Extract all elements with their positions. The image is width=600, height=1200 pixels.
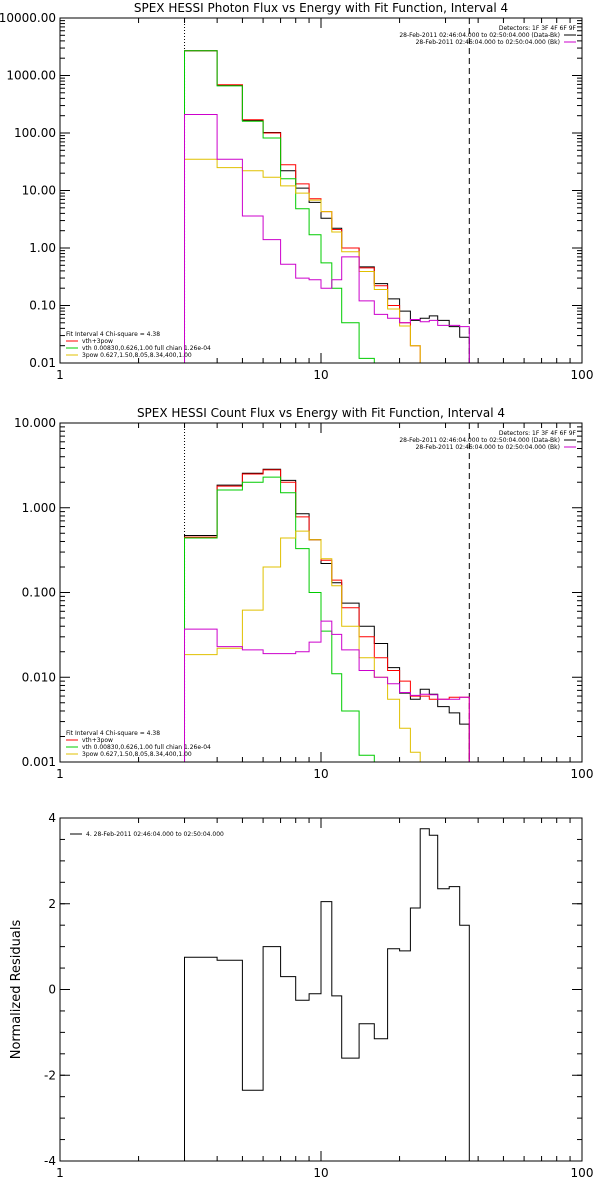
x-tick-label: 1 [56, 1166, 64, 1180]
y-tick-label: -4 [44, 1154, 56, 1168]
y-tick-label: 0.10 [29, 299, 56, 313]
y-tick-label: 0 [48, 983, 56, 997]
legend-tr-entry: 28-Feb-2011 02:46:04.000 to 02:50:04.000… [399, 32, 560, 39]
legend-tr-entry: 28-Feb-2011 02:46:04.000 to 02:50:04.000… [416, 444, 560, 451]
y-tick-label: 1.00 [29, 241, 56, 255]
series-2-histogram [184, 476, 375, 762]
x-tick-label: 10 [313, 368, 328, 382]
y-tick-label: 10.00 [22, 184, 56, 198]
y-tick-label: 4 [48, 811, 56, 825]
y-tick-label: 0.001 [22, 755, 56, 769]
x-tick-label: 1 [56, 767, 64, 781]
legend-bl-entry: 3pow 0.627,1.50,8.05,8.34,400,1.00 [82, 751, 192, 758]
y-tick-label: 1000.00 [6, 69, 56, 83]
x-tick-label: 100 [571, 767, 594, 781]
series-0-histogram [184, 468, 470, 762]
chart-title: SPEX HESSI Count Flux vs Energy with Fit… [137, 406, 505, 420]
residuals-panel: Normalized Residuals 1 10 100 -4 -2 0 2 4 4. 28-F… [9, 811, 594, 1180]
legend-tr-entry: Detectors: 1F 3F 4F 6F 9F [499, 25, 577, 32]
chart-title: SPEX HESSI Photon Flux vs Energy with Fi… [134, 1, 508, 15]
series-4-histogram [184, 114, 470, 363]
plot-frame [59, 422, 583, 763]
plot-frame [59, 17, 583, 364]
legend-tl-entry: 4. 28-Feb-2011 02:46:04.000 to 02:50:04.… [86, 831, 224, 838]
legend-bl-entry: vth 0.00830,0.626,1.00 full chian 1.26e-… [82, 345, 211, 352]
plot-area [184, 50, 470, 363]
y-tick-label: 0.010 [22, 670, 56, 684]
legend-bl-entry: Fit Interval 4 Chi-square = 4.38 [66, 730, 160, 737]
series-4-histogram [184, 620, 470, 762]
x-tick-label: 1 [56, 368, 64, 382]
count-flux-panel: SPEX HESSI Count Flux vs Energy with Fit… [14, 406, 594, 781]
series-3-histogram [184, 158, 421, 363]
plot-frame [59, 817, 583, 1162]
y-tick-label: 100.00 [14, 126, 56, 140]
plot-area [184, 828, 470, 1161]
plot-area [184, 468, 470, 762]
legend-tr-entry: 28-Feb-2011 02:46:04.000 to 02:50:04.000… [416, 39, 560, 46]
x-tick-label: 100 [571, 368, 594, 382]
legend-tr-entry: 28-Feb-2011 02:46:04.000 to 02:50:04.000… [399, 437, 560, 444]
legend-bl-entry: vth+3pow [82, 737, 113, 744]
legend-bl-entry: Fit Interval 4 Chi-square = 4.38 [66, 331, 160, 338]
series-2-histogram [184, 50, 375, 363]
y-tick-label: -2 [44, 1068, 56, 1082]
series-1-histogram [184, 469, 470, 762]
series-1-histogram [184, 50, 421, 363]
y-tick-label: 10.000 [14, 416, 56, 430]
legend-bl-entry: vth+3pow [82, 338, 113, 345]
series-0-histogram [184, 828, 470, 1161]
y-tick-label: 0.01 [29, 356, 56, 370]
y-tick-label: 0.100 [22, 586, 56, 600]
series-3-histogram [184, 530, 421, 762]
legend-tr-entry: Detectors: 1F 3F 4F 6F 9F [499, 430, 577, 437]
x-tick-label: 10 [313, 1166, 328, 1180]
legend-bl-entry: 3pow 0.627,1.50,8.05,8.34,400,1.00 [82, 352, 192, 359]
y-tick-label: 10000.00 [0, 11, 56, 25]
y-tick-label: 2 [48, 897, 56, 911]
x-tick-label: 10 [313, 767, 328, 781]
legend-bl-entry: vth 0.00830,0.626,1.00 full chian 1.26e-… [82, 744, 211, 751]
y-tick-label: 1.000 [22, 501, 56, 515]
y-axis-label: Normalized Residuals [9, 920, 24, 1060]
x-tick-label: 100 [571, 1166, 594, 1180]
series-0-histogram [184, 50, 470, 363]
photon-flux-panel: SPEX HESSI Photon Flux vs Energy with Fi… [0, 1, 594, 382]
